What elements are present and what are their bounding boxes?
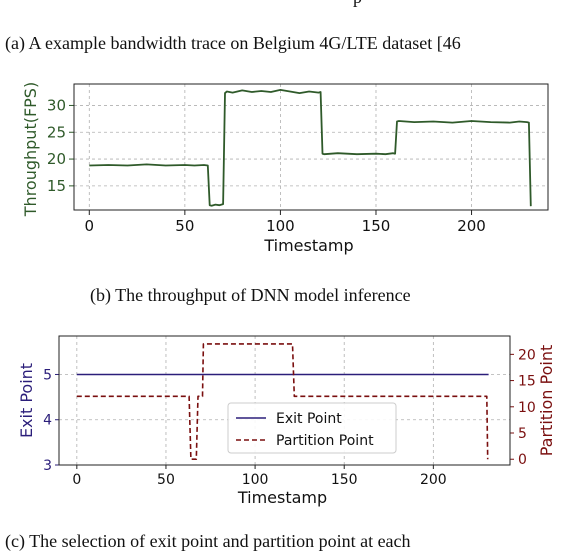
caption-c: (c) The selection of exit point and part… (5, 531, 411, 551)
y-axis-title: Exit Point (17, 363, 36, 438)
y-tick-label: 20 (47, 150, 66, 168)
x-tick-label: 200 (420, 472, 447, 488)
y2-tick-label: 15 (518, 374, 536, 390)
x-tick-label: 200 (457, 217, 486, 235)
y-tick-label: 25 (47, 123, 66, 141)
x-tick-label: 150 (331, 472, 358, 488)
y-tick-label: 4 (43, 413, 52, 429)
y-tick-label: 3 (43, 458, 52, 474)
top-caption-fragment: p (353, 0, 362, 8)
throughput-line (89, 89, 532, 207)
x-axis-title: Timestamp (263, 236, 353, 255)
y2-tick-label: 0 (518, 452, 527, 468)
y-tick-label: 30 (47, 96, 66, 114)
legend-label-partition: Partition Point (276, 433, 374, 449)
y2-tick-label: 20 (518, 347, 536, 363)
x-axis-title: Timestamp (237, 488, 327, 507)
x-tick-label: 100 (242, 472, 269, 488)
x-tick-label: 100 (266, 217, 295, 235)
y-axis-title: Throughput(FPS) (21, 82, 40, 217)
y2-tick-label: 5 (518, 426, 527, 442)
x-tick-label: 150 (362, 217, 391, 235)
plot-frame (73, 83, 549, 211)
y-tick-label: 5 (43, 367, 52, 383)
caption-b: (b) The throughput of DNN model inferenc… (90, 285, 411, 305)
x-tick-label: 50 (175, 217, 194, 235)
x-tick-label: 50 (157, 472, 175, 488)
throughput-chart: 0 50 100 150 200 15 20 25 30 Timestamp Throughput(… (21, 82, 549, 255)
plot-frame (58, 335, 511, 466)
partition-point-line (76, 343, 489, 461)
legend-label-exit: Exit Point (276, 411, 342, 427)
y2-axis-title: Partition Point (537, 345, 556, 457)
y-tick-label: 15 (47, 177, 66, 195)
legend-box (227, 402, 397, 454)
caption-a: (a) A example bandwidth trace on Belgium… (5, 33, 461, 53)
x-tick-label: 0 (85, 217, 95, 235)
y2-tick-label: 10 (518, 400, 536, 416)
x-tick-label: 0 (72, 472, 81, 488)
